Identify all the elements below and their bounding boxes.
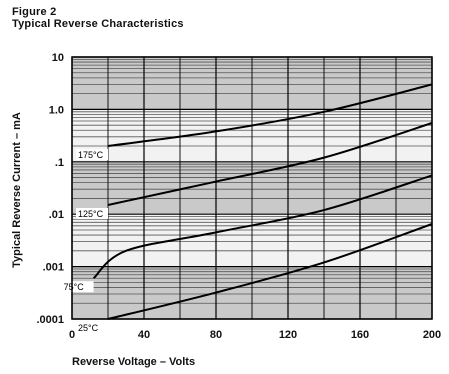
series-label-bg [76,207,108,219]
series-label-bg [76,149,108,161]
figure-title-block: Figure 2 Typical Reverse Characteristics [12,6,184,30]
x-tick-labels: 0 40 80 120 160 200 [69,329,441,341]
series-curve [107,83,433,148]
x-tick-label: 200 [423,329,441,341]
series-labels: 175°C 125°C 75°C 25°C [61,149,108,333]
x-tick-label: 120 [279,329,297,341]
y-tick-labels: 10 1.0 .1 .01 .001 .0001 [36,52,64,326]
figure-label: Figure 2 [12,6,57,18]
series-label: 175°C [78,150,104,160]
series-curve [107,223,433,320]
series-label-bg [76,322,108,333]
series-label: 25°C [78,323,99,333]
y-tick-label: 10 [52,52,64,64]
y-tick-label: .0001 [36,314,64,326]
series-curve [92,174,433,279]
series-curve [107,122,433,206]
series-curves [92,83,433,320]
x-axis-label: Reverse Voltage – Volts [72,356,195,368]
y-tick-label: .1 [55,157,64,169]
y-tick-label: .001 [43,262,64,274]
series-label: 75°C [64,282,85,292]
y-tick-label: .01 [49,209,64,221]
x-tick-label: 80 [210,329,222,341]
y-tick-label: 1.0 [49,104,64,116]
plot-frame [71,56,433,320]
y-axis-label: Typical Reverse Current – mA [11,112,23,268]
x-tick-label: 0 [69,329,75,341]
x-tick-label: 160 [351,329,369,341]
series-label-bg [61,281,94,293]
x-tick-label: 40 [138,329,150,341]
series-label: 125°C [78,209,104,219]
figure-title: Typical Reverse Characteristics [12,18,184,30]
